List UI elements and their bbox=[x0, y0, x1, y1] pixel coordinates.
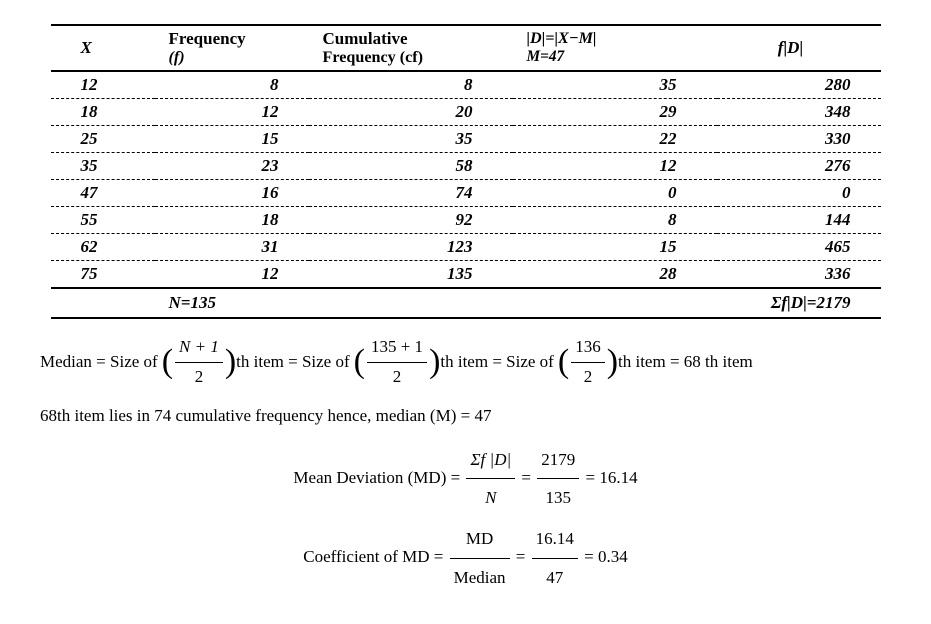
table-row: 623112315465 bbox=[51, 234, 881, 261]
median-end: th item = 68 th item bbox=[618, 348, 753, 377]
table-body: 1288352801812202934825153522330352358122… bbox=[51, 71, 881, 288]
cell-x: 75 bbox=[51, 261, 155, 289]
cell-fd: 336 bbox=[717, 261, 881, 289]
hdr-f: Frequency bbox=[169, 29, 246, 48]
cell-fd: 330 bbox=[717, 126, 881, 153]
cell-fd: 348 bbox=[717, 99, 881, 126]
table-row: 751213528336 bbox=[51, 261, 881, 289]
median-f1-num: N + 1 bbox=[175, 333, 223, 363]
cell-f: 31 bbox=[155, 234, 309, 261]
md-eq1: = bbox=[521, 467, 531, 486]
md-label: Mean Deviation (MD) = bbox=[293, 467, 460, 486]
median-derivation: Median = Size of ( N + 1 2 ) th item = S… bbox=[40, 333, 891, 392]
hdr-f-sub: (f) bbox=[169, 49, 279, 67]
cell-d: 12 bbox=[513, 153, 717, 180]
hdr-d-sub: M=47 bbox=[527, 48, 677, 66]
coef-f1-den: Median bbox=[450, 559, 510, 596]
cell-d: 22 bbox=[513, 126, 717, 153]
md-f1-num: Σf |D| bbox=[466, 441, 515, 479]
median-mid2: th item = Size of bbox=[440, 348, 553, 377]
median-f1-den: 2 bbox=[175, 363, 223, 392]
hdr-fd: f|D| bbox=[778, 38, 803, 57]
cell-x: 55 bbox=[51, 207, 155, 234]
median-f3-den: 2 bbox=[571, 363, 605, 392]
hdr-x: X bbox=[81, 38, 92, 57]
cell-f: 23 bbox=[155, 153, 309, 180]
table-row: 47167400 bbox=[51, 180, 881, 207]
cell-x: 18 bbox=[51, 99, 155, 126]
cell-x: 47 bbox=[51, 180, 155, 207]
md-f1-den: N bbox=[466, 479, 515, 516]
median-note: 68th item lies in 74 cumulative frequenc… bbox=[40, 402, 891, 431]
cell-fd: 465 bbox=[717, 234, 881, 261]
median-f2-num: 135 + 1 bbox=[367, 333, 427, 363]
table-row: 5518928144 bbox=[51, 207, 881, 234]
cell-d: 0 bbox=[513, 180, 717, 207]
cell-cf: 35 bbox=[309, 126, 513, 153]
footer-sum: Σf|D|=2179 bbox=[717, 288, 881, 318]
median-mid1: th item = Size of bbox=[236, 348, 349, 377]
cell-cf: 135 bbox=[309, 261, 513, 289]
coef-label: Coefficient of MD = bbox=[303, 547, 443, 566]
cell-cf: 8 bbox=[309, 71, 513, 99]
cell-x: 35 bbox=[51, 153, 155, 180]
cell-d: 28 bbox=[513, 261, 717, 289]
cell-f: 15 bbox=[155, 126, 309, 153]
table-row: 128835280 bbox=[51, 71, 881, 99]
cell-d: 29 bbox=[513, 99, 717, 126]
cell-x: 62 bbox=[51, 234, 155, 261]
cell-cf: 20 bbox=[309, 99, 513, 126]
cell-f: 16 bbox=[155, 180, 309, 207]
cell-fd: 0 bbox=[717, 180, 881, 207]
cell-cf: 123 bbox=[309, 234, 513, 261]
cell-fd: 144 bbox=[717, 207, 881, 234]
cell-d: 35 bbox=[513, 71, 717, 99]
cell-x: 12 bbox=[51, 71, 155, 99]
cell-fd: 276 bbox=[717, 153, 881, 180]
hdr-d: |D|=|X−M| bbox=[527, 30, 677, 48]
cell-cf: 58 bbox=[309, 153, 513, 180]
cell-f: 12 bbox=[155, 99, 309, 126]
coef-f1-num: MD bbox=[450, 520, 510, 558]
coef-f2-num: 16.14 bbox=[532, 520, 578, 558]
median-f2-den: 2 bbox=[367, 363, 427, 392]
median-f3-num: 136 bbox=[571, 333, 605, 363]
md-res: = 16.14 bbox=[586, 467, 638, 486]
hdr-cf-sub: Frequency (cf) bbox=[323, 49, 473, 67]
cell-d: 15 bbox=[513, 234, 717, 261]
md-f2-num: 2179 bbox=[537, 441, 579, 479]
stats-table: X Frequency (f) Cumulative Frequency (cf… bbox=[51, 24, 881, 319]
table-row: 25153522330 bbox=[51, 126, 881, 153]
cell-f: 8 bbox=[155, 71, 309, 99]
cell-f: 12 bbox=[155, 261, 309, 289]
mean-deviation-eq: Mean Deviation (MD) = Σf |D| N = 2179 13… bbox=[40, 441, 891, 517]
table-row: 35235812276 bbox=[51, 153, 881, 180]
median-lead: Median = Size of bbox=[40, 348, 158, 377]
coef-res: = 0.34 bbox=[584, 547, 628, 566]
cell-d: 8 bbox=[513, 207, 717, 234]
table-row: 18122029348 bbox=[51, 99, 881, 126]
footer-N: N=135 bbox=[155, 288, 309, 318]
cell-f: 18 bbox=[155, 207, 309, 234]
coef-eq1: = bbox=[516, 547, 526, 566]
coefficient-eq: Coefficient of MD = MD Median = 16.14 47… bbox=[40, 520, 891, 596]
cell-fd: 280 bbox=[717, 71, 881, 99]
cell-x: 25 bbox=[51, 126, 155, 153]
cell-cf: 74 bbox=[309, 180, 513, 207]
coef-f2-den: 47 bbox=[532, 559, 578, 596]
md-f2-den: 135 bbox=[537, 479, 579, 516]
cell-cf: 92 bbox=[309, 207, 513, 234]
hdr-cf: Cumulative bbox=[323, 29, 408, 48]
